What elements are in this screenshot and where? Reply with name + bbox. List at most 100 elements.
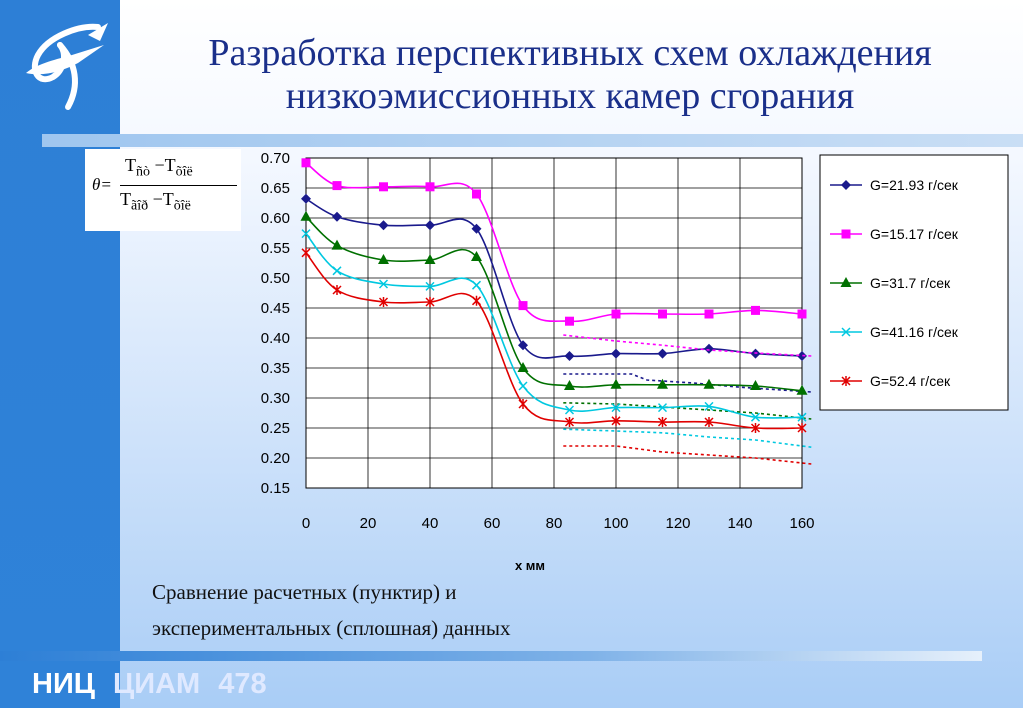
data-point — [564, 351, 575, 361]
title-line-2: низкоэмиссионных камер сгорания — [285, 75, 855, 117]
legend-label: G=31.7 г/сек — [870, 275, 951, 291]
x-tick-label: 40 — [422, 515, 439, 532]
data-point — [797, 351, 807, 361]
x-tick-label: 0 — [302, 515, 310, 532]
data-point — [657, 378, 668, 389]
data-point — [425, 182, 435, 192]
x-axis-label: x мм — [515, 558, 545, 573]
y-tick-label: 0.55 — [261, 240, 290, 257]
series-3 — [300, 210, 812, 420]
calculated-line — [563, 428, 812, 448]
data-point — [704, 309, 714, 319]
left-band — [0, 0, 120, 708]
data-point — [518, 301, 528, 311]
data-point — [704, 417, 714, 427]
x-tick-label: 80 — [546, 515, 563, 532]
data-point — [518, 381, 528, 391]
data-point — [471, 280, 482, 290]
x-tick-label: 60 — [484, 515, 501, 532]
data-point — [797, 309, 807, 319]
data-point — [518, 340, 528, 351]
data-point — [378, 279, 389, 289]
data-point — [301, 247, 311, 258]
theta-formula: θ= Tñò −Tõîë Tãîð −Tõîë — [85, 149, 241, 231]
x-tick-label: 140 — [727, 515, 752, 532]
y-tick-label: 0.60 — [261, 210, 290, 227]
data-point — [471, 251, 482, 261]
y-tick-label: 0.15 — [261, 480, 290, 497]
data-point — [517, 362, 529, 372]
data-point — [658, 309, 667, 319]
series-5 — [301, 247, 812, 465]
data-point — [704, 401, 714, 411]
series-2 — [301, 158, 812, 357]
data-point — [657, 348, 668, 359]
data-point — [425, 281, 435, 291]
data-point — [332, 211, 342, 222]
calculated-line — [563, 373, 812, 393]
data-point — [564, 417, 575, 427]
y-tick-label: 0.65 — [261, 180, 290, 197]
series-1 — [301, 193, 812, 393]
data-point — [611, 309, 621, 319]
y-tick-label: 0.45 — [261, 300, 290, 317]
data-point — [841, 376, 851, 386]
data-point — [301, 193, 311, 204]
chart-caption: Сравнение расчетных (пунктир) и эксперим… — [152, 574, 752, 646]
data-point — [425, 220, 435, 231]
calculated-line — [563, 445, 812, 465]
y-tick-label: 0.25 — [261, 420, 290, 437]
data-point — [564, 380, 575, 390]
calculated-line — [563, 334, 812, 357]
calculated-line — [563, 402, 812, 420]
data-point — [841, 327, 851, 337]
y-tick-label: 0.35 — [261, 360, 290, 377]
data-point — [797, 412, 807, 422]
data-point — [611, 403, 621, 413]
data-point — [797, 423, 807, 433]
data-point — [611, 348, 621, 359]
data-point — [378, 297, 389, 307]
page-number: 478 — [218, 668, 267, 700]
data-point — [472, 189, 481, 199]
data-point — [840, 277, 852, 287]
y-tick-label: 0.50 — [261, 270, 290, 287]
data-point — [332, 285, 342, 295]
data-point — [331, 239, 343, 250]
data-point — [657, 403, 668, 413]
data-point — [610, 378, 622, 389]
data-point — [611, 415, 621, 426]
formula-numerator: Tñò −Tõîë — [125, 155, 193, 180]
data-point — [703, 378, 715, 389]
data-point — [425, 297, 435, 307]
data-point — [750, 423, 761, 433]
data-point — [796, 384, 808, 395]
data-point — [750, 412, 761, 422]
legend-label: G=52.4 г/сек — [870, 373, 951, 389]
y-tick-label: 0.30 — [261, 390, 290, 407]
data-point — [332, 266, 342, 276]
data-point — [751, 305, 760, 315]
data-point — [424, 254, 436, 264]
legend-label: G=15.17 г/сек — [870, 226, 959, 242]
theta-line-chart: 0.70 0.65 0.60 0.55 0.50 0.45 0.40 0.35 0.30 0.25… — [261, 150, 1009, 573]
y-tick-label: 0.20 — [261, 450, 290, 467]
data-point — [841, 180, 851, 190]
data-point — [379, 182, 388, 192]
slide-title: Разработка перспективных схем охлаждения… — [150, 32, 990, 118]
fraction-bar — [120, 185, 237, 186]
legend-label: G=21.93 г/сек — [870, 177, 959, 193]
data-point — [564, 405, 575, 415]
data-point — [301, 229, 311, 239]
data-point — [471, 295, 482, 306]
data-point — [841, 229, 851, 239]
top-divider — [42, 134, 1023, 147]
data-point — [565, 316, 574, 326]
data-point — [518, 399, 528, 409]
x-tick-label: 160 — [789, 515, 814, 532]
caption-line-1: Сравнение расчетных (пунктир) и — [152, 580, 457, 604]
data-point — [300, 210, 312, 221]
formula-lhs: θ= — [92, 175, 112, 194]
y-tick-label: 0.70 — [261, 150, 290, 167]
x-tick-label: 20 — [360, 515, 377, 532]
